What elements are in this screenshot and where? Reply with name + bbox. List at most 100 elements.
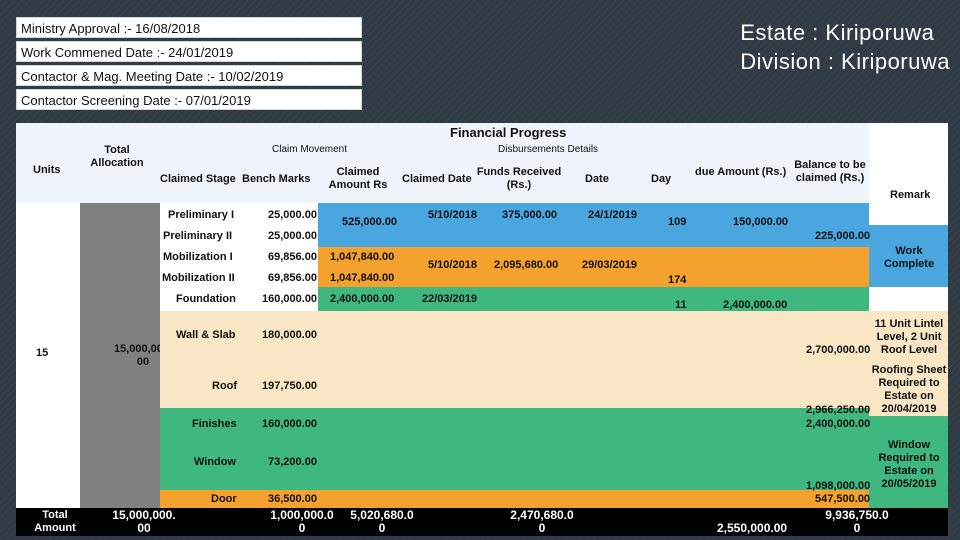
day-3: 11	[675, 299, 687, 311]
claimed-amount-2: 1,047,840.00	[330, 251, 395, 263]
bench-finishes: 160,000.00	[262, 418, 318, 430]
col-date: Date	[585, 173, 609, 185]
col-due-amount: due Amount (Rs.)	[695, 166, 787, 178]
row-foundation-stage-bg	[160, 287, 318, 311]
estate-name: Estate : Kiriporuwa	[740, 20, 935, 45]
bench-prelim1: 25,000.00	[268, 209, 317, 221]
day-2: 174	[668, 274, 687, 286]
totals-allocation: 15,000,000. 00	[112, 508, 176, 535]
balance-4: 2,400,000.00	[806, 418, 871, 430]
remark-row-foundation	[869, 287, 948, 311]
stage-foundation: Foundation	[176, 293, 236, 305]
row-prelim1-stage-bg	[160, 203, 318, 225]
remark-wall-bg	[869, 311, 948, 366]
totals-label: Total Amount	[34, 509, 76, 534]
col-remark: Remark	[890, 189, 931, 201]
row-roof-bg	[160, 366, 869, 408]
row-prelim1-claim-bg	[318, 203, 482, 225]
col-total-allocation: Total Allocation	[90, 144, 144, 169]
allocation-value: 15,000,000. 00	[113, 343, 173, 368]
claimed-date-1: 5/10/2018	[428, 209, 477, 221]
col-claimed-amount: Claimed Amount Rs	[328, 166, 388, 191]
bench-foundation: 160,000.00	[262, 293, 318, 305]
col-units: Units	[33, 164, 61, 176]
work-commenced-date: Work Commened Date :- 24/01/2019	[16, 41, 362, 62]
remark-roofing-sheet: Roofing Sheet Required to Estate on 20/0…	[871, 364, 947, 415]
bench-door: 36,500.00	[268, 493, 317, 505]
header-blank	[869, 123, 948, 139]
col-funds-received: Funds Received (Rs.)	[476, 166, 562, 191]
remark-header-cell	[869, 139, 948, 203]
contractor-screening-date: Contactor Screening Date :- 07/01/2019	[16, 89, 362, 110]
totals-claimed: 5,020,680.0 0	[350, 508, 414, 535]
claimed-date-2: 5/10/2018	[428, 259, 477, 271]
totals-funds: 2,470,680.0 0	[510, 508, 574, 535]
financial-progress-title: Financial Progress	[450, 125, 567, 140]
contractor-meeting-date: Contactor & Mag. Meeting Date :- 10/02/2…	[16, 65, 362, 86]
claimed-amount-4: 2,400,000.00	[330, 293, 395, 305]
row-finishes-bg	[160, 408, 869, 450]
row-wall-bg	[160, 311, 869, 366]
day-1: 109	[668, 216, 687, 228]
balance-2: 2,700,000.00	[806, 344, 871, 356]
bench-wall: 180,000.00	[262, 329, 318, 341]
balance-5: 1,098,000.00	[806, 480, 871, 492]
stage-wall: Wall & Slab	[176, 329, 236, 341]
row-window-bg	[160, 450, 869, 490]
stage-mob1: Mobilization I	[163, 251, 233, 263]
row-prelim2-stage-bg	[160, 225, 318, 247]
bench-window: 73,200.00	[268, 456, 317, 468]
units-cell	[16, 203, 80, 508]
stage-prelim2: Preliminary II	[163, 230, 233, 242]
table-header	[16, 123, 869, 203]
col-bench-marks: Bench Marks	[242, 173, 311, 185]
due-amount-2: 2,400,000.00	[723, 299, 788, 311]
due-amount-1: 150,000.00	[733, 216, 789, 228]
totals-balance: 9,936,750.0 0	[825, 508, 889, 535]
totals-due: 2,550,000.00	[717, 521, 788, 535]
totals-row	[16, 508, 948, 536]
row-prelim1-disb-bg	[482, 203, 869, 225]
col-claimed-date: Claimed Date	[402, 173, 472, 185]
remark-work-complete-bg	[869, 225, 948, 287]
remark-roof-bg	[869, 366, 948, 416]
stage-door: Door	[211, 493, 237, 505]
row-mob-bg	[318, 247, 869, 287]
row-mob2-stage-bg	[160, 267, 318, 287]
stage-finishes: Finishes	[192, 418, 237, 430]
claim-movement-header: Claim Movement	[272, 144, 348, 155]
remark-window-bg	[869, 416, 948, 508]
col-claimed-stage: Claimed Stage	[160, 173, 236, 185]
division-name: Division : Kiriporuwa	[740, 49, 950, 74]
bench-mob2: 69,856.00	[268, 272, 317, 284]
col-balance: Balance to be claimed (Rs.)	[794, 159, 866, 184]
estate-division-title: Estate : Kiriporuwa Division : Kiriporuw…	[740, 18, 950, 76]
remark-row1	[869, 203, 948, 225]
row-mob1-stage-bg	[160, 247, 318, 267]
stage-prelim1: Preliminary I	[168, 209, 235, 221]
remark-lintel-roof: 11 Unit Lintel Level, 2 Unit Roof Level	[874, 318, 944, 356]
date-1: 24/1/2019	[588, 209, 637, 221]
bench-prelim2: 25,000.00	[268, 230, 317, 242]
col-day: Day	[651, 173, 672, 185]
stage-roof: Roof	[212, 380, 238, 392]
row-door-bg	[160, 490, 869, 508]
claimed-date-3: 22/03/2019	[422, 293, 478, 305]
balance-6: 547,500.00	[815, 493, 871, 505]
bench-mob1: 69,856.00	[268, 251, 317, 263]
ministry-approval: Ministry Approval :- 16/08/2018	[16, 17, 362, 38]
totals-bench: 1,000,000.0 0	[270, 508, 334, 535]
allocation-cell	[80, 203, 160, 508]
claimed-amount-3: 1,047,840.00	[330, 272, 395, 284]
date-2: 29/03/2019	[582, 259, 638, 271]
row-foundation-bg	[318, 287, 869, 311]
row-prelim2-bg	[318, 225, 869, 247]
claimed-amount-1: 525,000.00	[342, 216, 398, 228]
units-value: 15	[36, 347, 49, 359]
funds-2: 2,095,680.00	[494, 259, 559, 271]
remark-window-required: Window Required to Estate on 20/05/2019	[878, 439, 940, 490]
balance-3: 2,966,250.00	[806, 404, 871, 416]
balance-1: 225,000.00	[815, 230, 871, 242]
remark-work-complete: Work Complete	[883, 245, 935, 270]
stage-mob2: Mobilization II	[162, 272, 235, 284]
